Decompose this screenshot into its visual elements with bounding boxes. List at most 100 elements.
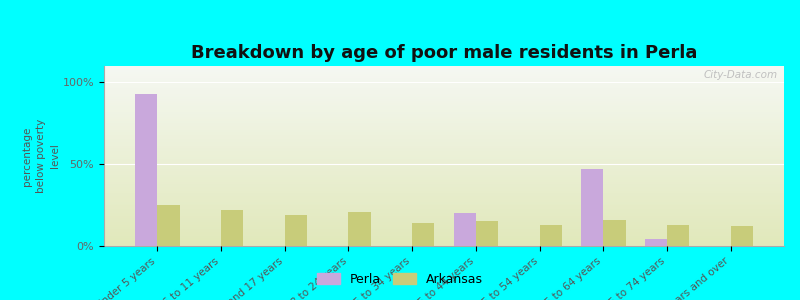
Bar <box>104 145 784 147</box>
Bar <box>104 140 784 142</box>
Bar <box>104 71 784 73</box>
Bar <box>104 188 784 190</box>
Bar <box>104 169 784 170</box>
Bar <box>104 124 784 125</box>
Bar <box>104 109 784 111</box>
Bar <box>104 77 784 79</box>
Bar <box>104 107 784 109</box>
Bar <box>730 226 753 246</box>
Bar <box>104 215 784 217</box>
Bar <box>104 133 784 134</box>
Bar <box>104 165 784 167</box>
Bar <box>104 233 784 235</box>
Text: City-Data.com: City-Data.com <box>703 70 778 80</box>
Bar <box>104 138 784 140</box>
Bar <box>104 152 784 154</box>
Bar <box>104 143 784 145</box>
Bar <box>104 163 784 165</box>
Bar <box>104 167 784 169</box>
Bar <box>104 192 784 194</box>
Bar <box>104 79 784 80</box>
Bar <box>104 223 784 224</box>
Bar <box>104 156 784 158</box>
Bar <box>104 178 784 179</box>
Bar <box>104 219 784 221</box>
Bar <box>104 161 784 163</box>
Bar <box>104 91 784 93</box>
Bar <box>104 230 784 232</box>
Bar <box>104 122 784 124</box>
Bar <box>104 118 784 120</box>
Bar <box>104 170 784 172</box>
Bar <box>104 190 784 192</box>
Bar <box>104 70 784 71</box>
Bar <box>104 224 784 226</box>
Bar <box>104 127 784 129</box>
Bar <box>104 66 784 68</box>
Bar <box>104 68 784 70</box>
Bar <box>104 174 784 176</box>
Bar <box>104 187 784 188</box>
Bar <box>104 100 784 102</box>
Bar <box>221 210 243 246</box>
Bar <box>104 149 784 151</box>
Bar <box>104 131 784 133</box>
Bar <box>104 136 784 138</box>
Bar <box>104 244 784 246</box>
Bar <box>104 142 784 143</box>
Bar <box>104 147 784 149</box>
Bar <box>104 84 784 86</box>
Bar <box>104 203 784 205</box>
Legend: Perla, Arkansas: Perla, Arkansas <box>312 268 488 291</box>
Bar <box>104 113 784 115</box>
Bar <box>581 169 603 246</box>
Bar <box>104 98 784 100</box>
Bar <box>104 235 784 237</box>
Bar <box>104 185 784 187</box>
Bar <box>104 183 784 185</box>
Bar <box>667 225 690 246</box>
Bar <box>104 237 784 239</box>
Bar <box>104 102 784 104</box>
Bar <box>104 172 784 174</box>
Bar <box>104 73 784 75</box>
Bar <box>104 129 784 131</box>
Bar <box>104 75 784 77</box>
Bar <box>104 104 784 106</box>
Bar <box>104 125 784 127</box>
Bar <box>135 94 158 246</box>
Bar <box>104 232 784 233</box>
Bar <box>104 151 784 152</box>
Bar <box>104 154 784 156</box>
Bar <box>603 220 626 246</box>
Bar <box>104 208 784 210</box>
Bar <box>104 89 784 91</box>
Bar <box>104 106 784 107</box>
Bar <box>104 134 784 136</box>
Bar <box>104 242 784 244</box>
Bar <box>104 158 784 160</box>
Bar <box>158 205 179 246</box>
Bar <box>539 225 562 246</box>
Bar <box>104 86 784 88</box>
Bar <box>104 210 784 212</box>
Bar <box>104 160 784 161</box>
Bar <box>104 97 784 98</box>
Y-axis label: percentage
below poverty
level: percentage below poverty level <box>22 119 60 193</box>
Bar <box>104 212 784 214</box>
Bar <box>104 95 784 97</box>
Bar <box>104 199 784 201</box>
Bar <box>104 82 784 84</box>
Bar <box>104 196 784 197</box>
Bar <box>645 239 667 246</box>
Bar <box>104 176 784 178</box>
Bar <box>104 205 784 206</box>
Bar <box>104 111 784 113</box>
Bar <box>104 116 784 118</box>
Bar <box>104 197 784 199</box>
Bar <box>104 239 784 241</box>
Bar <box>104 241 784 242</box>
Bar <box>104 115 784 116</box>
Bar <box>104 214 784 215</box>
Bar <box>104 201 784 203</box>
